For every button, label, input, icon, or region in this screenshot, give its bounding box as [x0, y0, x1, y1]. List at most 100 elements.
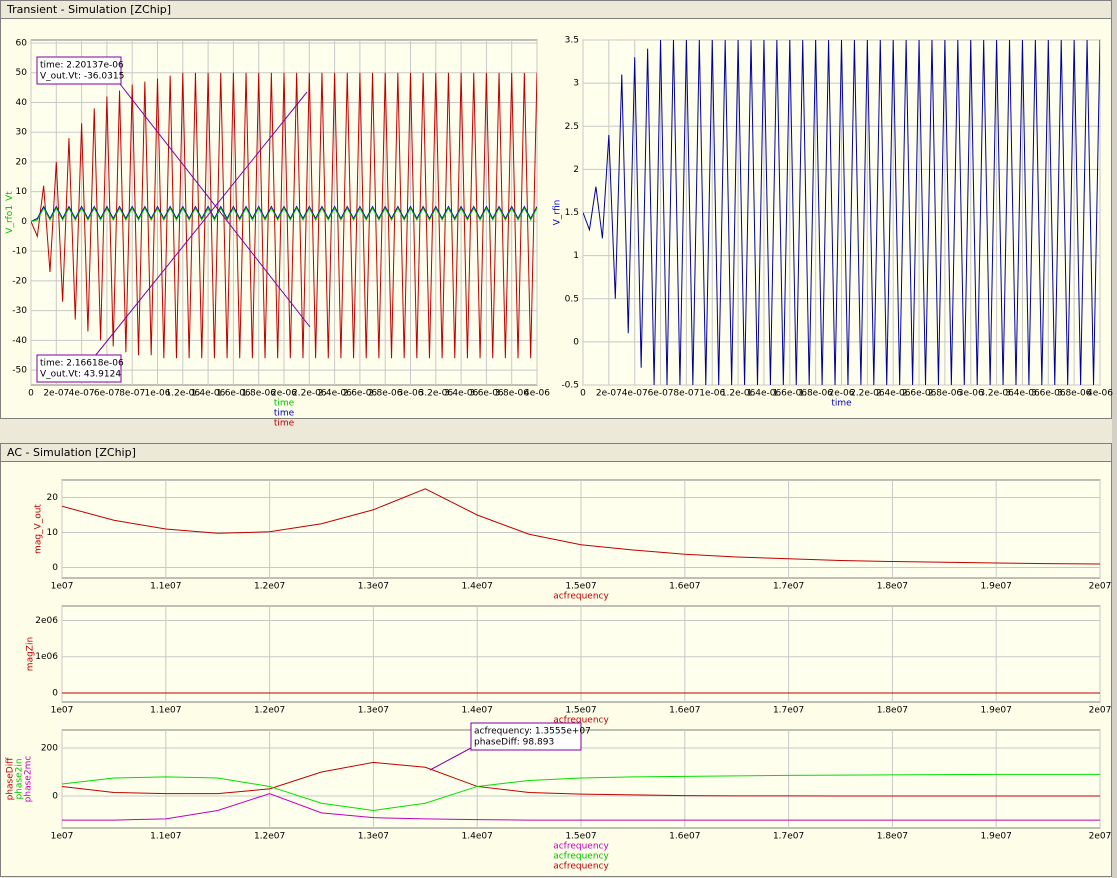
x-tick-label: 3.4e-06 — [444, 389, 479, 399]
x-tick-label: 3.8e-06 — [494, 389, 529, 399]
y-tick-label: -20 — [12, 276, 27, 286]
series-line — [62, 793, 1100, 821]
title-bar — [0, 443, 1112, 462]
x-tick-label: 1.5e07 — [565, 832, 596, 842]
x-tick-label: 1.3e07 — [358, 582, 389, 592]
x-tick-label: 1e-06 — [145, 389, 171, 399]
annotation-text: V_out.Vt: 43.9124 — [40, 370, 121, 380]
x-tick-label: 1.7e07 — [773, 832, 804, 842]
x-tick-label: 2e-07 — [43, 389, 69, 399]
marker-line — [119, 83, 311, 328]
x-tick-label: 1.9e07 — [981, 582, 1012, 592]
y-tick-label: 20 — [16, 157, 28, 167]
y-tick-label: -0.5 — [561, 381, 579, 391]
y-tick-label: 0 — [21, 217, 27, 227]
x-tick-label: 3.4e-06 — [1005, 389, 1040, 399]
y-tick-label: 2.5 — [565, 122, 579, 132]
x-tick-label: 3.2e-06 — [979, 389, 1014, 399]
x-tick-label: 4e-06 — [524, 389, 550, 399]
annotation-text: acfrequency: 1.3555e+07 — [474, 727, 591, 737]
x-tick-label: 1.4e07 — [462, 706, 493, 716]
annotation-box — [36, 56, 122, 85]
series-line — [62, 488, 1100, 565]
series-line — [583, 40, 1100, 385]
x-tick-label: 1.6e07 — [669, 582, 700, 592]
y-tick-label: 2 — [573, 165, 579, 175]
x-tick-label: 2.2e-06 — [850, 389, 885, 399]
series-line — [31, 206, 537, 222]
x-tick-label: 8e-07 — [119, 389, 145, 399]
x-tick-label: 1.1e07 — [150, 706, 181, 716]
y-axis-label: phase2in — [15, 758, 25, 799]
x-tick-label: 6e-07 — [94, 389, 120, 399]
x-tick-label: 1.2e07 — [254, 706, 285, 716]
x-tick-label: 1.1e07 — [150, 832, 181, 842]
x-tick-label: 2e-06 — [829, 389, 855, 399]
x-tick-label: 1.7e07 — [773, 582, 804, 592]
y-tick-label: 0 — [52, 792, 58, 802]
x-tick-label: 4e-07 — [622, 389, 648, 399]
x-tick-label: 2e07 — [1089, 832, 1112, 842]
y-tick-label: 0.5 — [565, 294, 579, 304]
annotation-box — [470, 722, 582, 751]
x-tick-label: 2e07 — [1089, 706, 1112, 716]
x-tick-label: 0 — [28, 389, 34, 399]
x-tick-label: 1.2e07 — [254, 832, 285, 842]
x-tick-label: 3.8e-06 — [1057, 389, 1092, 399]
annotation-text: time: 2.16618e-06 — [40, 359, 124, 369]
series-line — [31, 205, 537, 222]
y-tick-label: 30 — [16, 128, 28, 138]
x-tick-label: 1.4e-06 — [747, 389, 782, 399]
x-tick-label: 1.1e07 — [150, 582, 181, 592]
y-tick-label: 3.5 — [565, 36, 579, 46]
x-tick-label: 0 — [580, 389, 586, 399]
x-axis-label: acfrequency — [553, 842, 609, 852]
y-axis-label-part: Vt — [5, 191, 15, 201]
x-tick-label: 1.8e07 — [877, 582, 908, 592]
x-tick-label: 1.2e-06 — [721, 389, 756, 399]
y-tick-label: 2e06 — [35, 616, 58, 626]
y-tick-label: -10 — [12, 247, 27, 257]
x-tick-label: 1.9e07 — [981, 706, 1012, 716]
y-tick-label: 1.5 — [565, 208, 579, 218]
y-axis-label: V_rfo1 Vt — [5, 191, 15, 234]
x-tick-label: 2.2e-06 — [292, 389, 327, 399]
x-tick-label: 1.8e07 — [877, 706, 908, 716]
x-tick-label: 1.3e07 — [358, 706, 389, 716]
title-bar — [0, 0, 1112, 19]
x-tick-label: 1.8e07 — [877, 832, 908, 842]
x-tick-label: 1e-06 — [699, 389, 725, 399]
annotation-text: phaseDiff: 98.893 — [474, 738, 554, 748]
x-tick-label: 1e07 — [51, 582, 74, 592]
x-tick-label: 2.8e-06 — [368, 389, 403, 399]
x-tick-label: 1.4e-06 — [191, 389, 226, 399]
x-tick-label: 1.5e07 — [565, 582, 596, 592]
y-axis-label: magZin — [26, 637, 36, 671]
y-tick-label: -50 — [12, 366, 27, 376]
y-tick-label: 1e06 — [35, 652, 58, 662]
y-tick-label: 60 — [16, 38, 28, 48]
x-tick-label: 2.4e-06 — [876, 389, 911, 399]
x-tick-label: 6e-07 — [648, 389, 674, 399]
x-tick-label: 2.4e-06 — [317, 389, 352, 399]
x-tick-label: 1e07 — [51, 832, 74, 842]
series-line — [62, 761, 1100, 797]
x-tick-label: 2.8e-06 — [928, 389, 963, 399]
x-tick-label: 2.6e-06 — [902, 389, 937, 399]
scrollbar — [1112, 0, 1117, 878]
x-tick-label: 1.6e07 — [669, 832, 700, 842]
x-tick-label: 1.8e-06 — [798, 389, 833, 399]
x-tick-label: 3.6e-06 — [1031, 389, 1066, 399]
y-axis-label: phase2mc — [24, 756, 34, 803]
x-tick-label: 2e-06 — [271, 389, 297, 399]
x-tick-label: 1.3e07 — [358, 832, 389, 842]
window-title: Transient - Simulation [ZChip] — [6, 3, 171, 16]
annotation-text: V_out.Vt: -36.0315 — [40, 72, 124, 82]
x-tick-label: 3.2e-06 — [419, 389, 454, 399]
window-title: AC - Simulation [ZChip] — [7, 446, 136, 459]
annotation-text: time: 2.20137e-06 — [40, 61, 124, 71]
x-axis-label: time — [274, 419, 295, 429]
x-axis-label: acfrequency — [553, 716, 609, 726]
x-axis-label: acfrequency — [553, 852, 609, 862]
y-tick-label: 10 — [16, 187, 28, 197]
